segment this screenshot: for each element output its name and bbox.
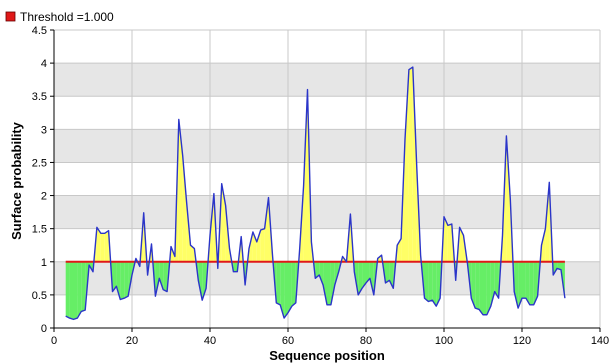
x-tick-label: 100	[435, 335, 453, 347]
series-line	[65, 66, 566, 321]
y-tick-label: 4.5	[32, 25, 47, 37]
area-fill-segment	[77, 261, 82, 319]
y-tick-label: 0	[41, 323, 47, 335]
area-fill-segment	[432, 261, 437, 307]
y-tick-label: 2	[41, 191, 47, 203]
x-tick-labels: 0 20 40 60 80 100 120 140	[51, 335, 609, 347]
area-fill-segment	[288, 261, 292, 313]
area-fill-segment	[405, 69, 409, 262]
area-fill-segment	[323, 261, 327, 305]
area-fill-segment	[178, 119, 183, 262]
area-fill-segment	[506, 135, 511, 262]
area-fill-segment	[233, 261, 238, 272]
y-axis-title: Surface probability	[9, 121, 24, 240]
area-fill-segment	[198, 261, 203, 301]
area-fill-segment	[428, 261, 433, 302]
x-tick-label: 0	[51, 335, 57, 347]
area-fill-segment	[96, 227, 101, 262]
x-tick-label: 80	[360, 335, 372, 347]
y-tick-label: 1.5	[32, 224, 47, 236]
legend: Threshold =1.000	[5, 10, 114, 24]
area-fill-segment	[100, 233, 105, 262]
area-fill-segment	[366, 261, 370, 283]
area-fill-segment	[385, 261, 390, 283]
area-fill-segment	[124, 261, 129, 299]
background-band	[54, 63, 600, 97]
area-fill-segment	[494, 261, 499, 299]
area-fill-segment	[260, 228, 265, 262]
area-fill-segment	[280, 261, 285, 319]
area-fill-segment	[412, 67, 417, 262]
area-fill-segment	[522, 261, 526, 299]
area-fill-segment	[479, 261, 483, 315]
y-tick-label: 0.5	[32, 290, 47, 302]
area-fill-segment	[553, 261, 558, 276]
area-fill-segment	[525, 261, 530, 305]
area-fill-segment	[73, 261, 78, 320]
background-band	[54, 129, 600, 163]
area-fill-segment	[541, 228, 546, 262]
area-fill-segment	[155, 261, 160, 297]
area-fill-segment	[159, 261, 164, 290]
y-tick-label: 3.5	[32, 91, 47, 103]
area-fill-segment	[444, 216, 448, 262]
y-tick-label: 2.5	[32, 157, 47, 169]
area-fill-segment	[276, 261, 281, 305]
y-tick-labels: 0 0.5 1 1.5 2 2.5 3 3.5 4 4.5	[32, 25, 47, 335]
area-fill-segment	[327, 261, 331, 305]
area-fill-segment	[291, 261, 296, 307]
axes	[50, 29, 601, 332]
series-group	[65, 66, 566, 321]
y-tick-label: 1	[41, 257, 47, 269]
x-tick-label: 140	[591, 335, 609, 347]
area-fill-segment	[120, 261, 125, 300]
area-fill-segment	[264, 197, 269, 262]
area-fill-segment	[65, 261, 70, 319]
area-fill-segment	[424, 261, 429, 302]
area-fill-segment	[436, 261, 441, 307]
background-band	[54, 195, 600, 229]
y-tick-label: 4	[41, 58, 47, 70]
area-fill-segment	[533, 261, 538, 305]
area-fill-segment	[249, 231, 253, 262]
area-fill-segment	[369, 261, 374, 295]
x-tick-label: 60	[282, 335, 294, 347]
x-tick-label: 120	[513, 335, 531, 347]
x-axis-title: Sequence position	[269, 348, 385, 363]
area-fill-segment	[182, 155, 187, 262]
area-fill-segment	[486, 261, 491, 315]
legend-swatch-threshold	[5, 11, 16, 22]
area-fill-segment	[358, 261, 363, 295]
area-fill-segment	[483, 261, 487, 315]
area-fill-segment	[408, 67, 413, 262]
area-fill-segment	[303, 89, 308, 262]
x-tick-label: 20	[126, 335, 138, 347]
area-fill-segment	[529, 261, 534, 305]
area-fill-segment	[81, 261, 86, 312]
area-fill-segment	[112, 261, 117, 292]
area-fill-segment	[514, 261, 519, 309]
area-fill-segment	[330, 261, 335, 305]
area-fill-segment	[518, 261, 522, 309]
area-fill-segment	[315, 261, 320, 279]
area-fill-segment	[475, 261, 480, 310]
area-fill-segment	[557, 261, 561, 270]
legend-label-threshold: Threshold =1.000	[20, 10, 114, 24]
area-fill-segment	[69, 261, 74, 320]
area-fill-segment	[256, 229, 261, 262]
area-fill-segment	[116, 261, 121, 300]
area-fill-segment	[334, 261, 339, 285]
area-fill-segment	[284, 261, 288, 319]
x-tick-label: 40	[204, 335, 216, 347]
area-fill-segment	[190, 245, 195, 262]
y-tick-label: 3	[41, 124, 47, 136]
area-fill-segment	[471, 261, 476, 309]
area-fill-segment	[362, 261, 366, 289]
area-fill-segment	[447, 224, 452, 262]
area-fill-segment	[163, 261, 168, 292]
area-fill-segment	[319, 261, 324, 285]
area-fill-segment	[459, 227, 464, 262]
area-fill-segment	[104, 230, 109, 262]
